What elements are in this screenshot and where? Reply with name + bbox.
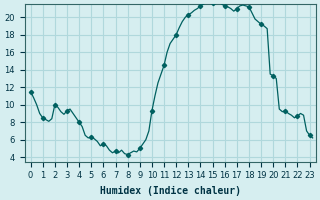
X-axis label: Humidex (Indice chaleur): Humidex (Indice chaleur) (100, 186, 241, 196)
